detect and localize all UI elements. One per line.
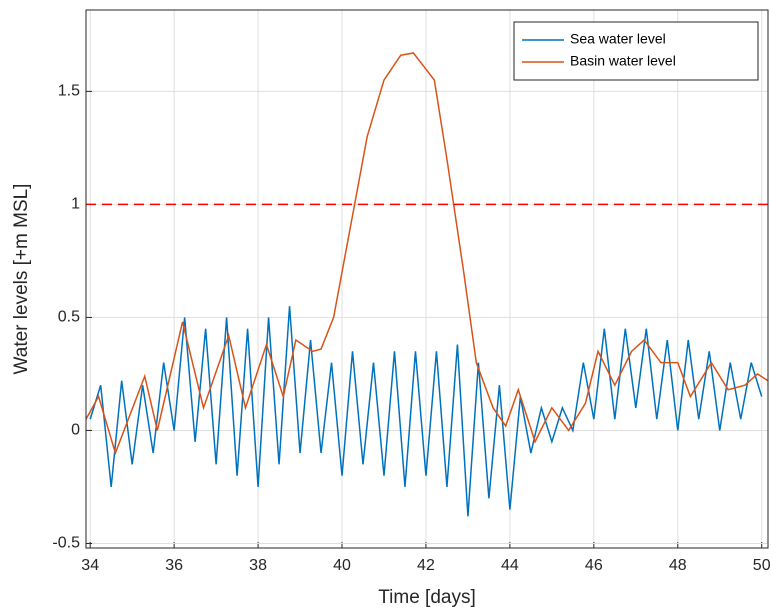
y-tick-label: 0 [71, 422, 80, 439]
legend-label: Sea water level [570, 31, 666, 47]
x-tick-label: 44 [501, 557, 519, 574]
legend-label: Basin water level [570, 53, 676, 69]
x-tick-label: 34 [81, 557, 99, 574]
x-tick-label: 38 [249, 557, 267, 574]
x-tick-label: 42 [417, 557, 435, 574]
y-tick-label: 1.5 [58, 83, 80, 100]
x-axis-label: Time [days] [378, 587, 476, 608]
axes-box [85, 9, 769, 549]
data-line [89, 306, 763, 517]
y-tick-label: 0.5 [58, 309, 80, 326]
y-axis-label: Water levels [+m MSL] [11, 184, 32, 375]
x-tick-label: 46 [585, 557, 603, 574]
y-tick-label: 1 [71, 196, 80, 213]
y-tick-label: -0.5 [52, 535, 80, 552]
data-line [86, 52, 768, 456]
legend [513, 21, 759, 81]
x-tick-label: 40 [333, 557, 351, 574]
x-tick-label: 50 [753, 557, 771, 574]
x-tick-label: 48 [669, 557, 687, 574]
x-tick-label: 36 [165, 557, 183, 574]
